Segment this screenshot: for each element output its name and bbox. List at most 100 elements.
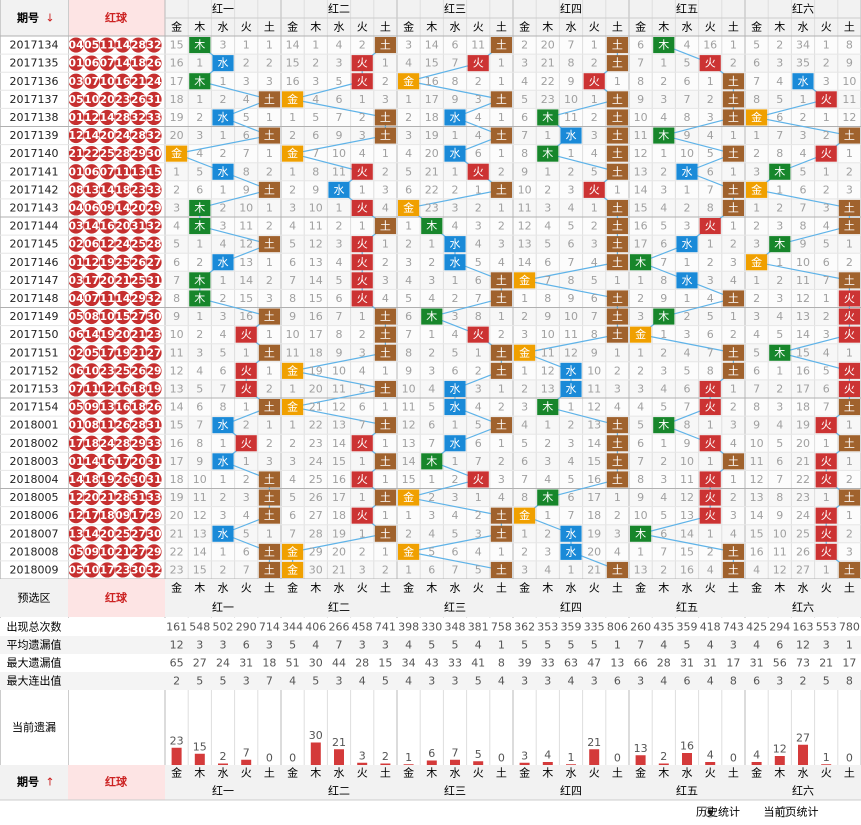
miss-count: 2 — [266, 220, 273, 233]
miss-count: 3 — [753, 238, 760, 251]
ball-number: 33 — [146, 491, 161, 504]
ball-number: 20 — [100, 274, 116, 287]
ball-number: 04 — [68, 292, 84, 305]
miss-count: 12 — [239, 238, 253, 251]
element-label: 金 — [171, 766, 182, 780]
trend-line — [292, 388, 386, 408]
hit-element: 木 — [194, 75, 205, 88]
element-label: 土 — [844, 21, 855, 34]
red-ball — [84, 200, 100, 216]
hit-element: 水 — [566, 364, 577, 377]
red-ball — [99, 200, 115, 216]
miss-count: 7 — [312, 147, 319, 160]
miss-count: 2 — [521, 545, 528, 558]
balls-header-bg — [68, 579, 165, 617]
stats-value: 3 — [336, 675, 343, 688]
miss-count: 16 — [332, 473, 346, 486]
hit-element: 火 — [705, 220, 716, 233]
current-label: 当前遗漏 — [12, 720, 56, 734]
element-label: 木 — [310, 767, 321, 780]
miss-count: 11 — [471, 39, 485, 52]
miss-count: 9 — [846, 57, 853, 70]
red-ball — [99, 272, 115, 288]
stats-row-bg — [0, 636, 861, 654]
miss-count: 1 — [823, 437, 830, 450]
miss-count: 1 — [382, 509, 389, 522]
hit-cell — [560, 525, 582, 542]
miss-count: 13 — [309, 256, 323, 269]
hit-cell — [699, 507, 721, 524]
miss-count: 3 — [753, 310, 760, 323]
miss-count: 1 — [730, 310, 737, 323]
miss-count: 2 — [707, 256, 714, 269]
hit-element: 木 — [426, 455, 437, 468]
hit-cell — [490, 37, 512, 54]
element-label: 土 — [612, 582, 623, 595]
stats-value: 2 — [800, 675, 807, 688]
red-ball — [115, 508, 131, 524]
red-ball — [115, 55, 131, 71]
ball-number: 14 — [115, 39, 131, 52]
ball-number: 26 — [131, 256, 147, 269]
stats-label: 最大遗漏值 — [7, 656, 62, 670]
red-ball — [68, 272, 84, 288]
red-ball — [68, 55, 84, 71]
hit-cell — [374, 417, 396, 434]
miss-count: 2 — [823, 129, 830, 142]
red-ball — [146, 218, 162, 234]
hit-cell — [212, 525, 234, 542]
hit-cell — [490, 91, 512, 108]
element-label: 土 — [728, 582, 739, 595]
hit-cell — [537, 109, 559, 126]
element-label: 土 — [380, 582, 391, 595]
miss-count: 2 — [544, 183, 551, 196]
miss-count: 7 — [800, 201, 807, 214]
miss-count: 1 — [266, 111, 273, 124]
hit-cell — [444, 145, 466, 162]
miss-count: 3 — [660, 183, 667, 196]
ball-number: 05 — [68, 545, 83, 558]
miss-count: 7 — [336, 310, 343, 323]
miss-count: 2 — [846, 165, 853, 178]
hit-element: 土 — [496, 129, 507, 142]
miss-count: 7 — [428, 437, 435, 450]
radio-label[interactable]: 历史统计 — [696, 806, 740, 819]
hit-element: 土 — [612, 220, 623, 233]
miss-count: 3 — [753, 165, 760, 178]
hit-cell — [374, 109, 396, 126]
red-ball — [68, 453, 84, 469]
miss-count: 5 — [684, 57, 691, 70]
hit-cell — [374, 489, 396, 506]
miss-count: 2 — [359, 545, 366, 558]
miss-count: 10 — [680, 455, 694, 468]
radio[interactable] — [777, 806, 789, 818]
miss-count: 3 — [660, 473, 667, 486]
hit-element: 火 — [844, 364, 855, 377]
miss-count: 20 — [587, 545, 601, 558]
issue: 2017139 — [10, 129, 59, 142]
hit-cell — [838, 362, 860, 379]
current-bar — [774, 756, 785, 765]
hit-element: 土 — [264, 491, 275, 504]
red-ball — [68, 200, 84, 216]
miss-count: 1 — [498, 310, 505, 323]
ball-number: 09 — [84, 545, 99, 558]
miss-count: 5 — [475, 563, 482, 576]
miss-count: 11 — [587, 382, 601, 395]
hit-cell — [606, 236, 628, 253]
red-ball — [115, 254, 131, 270]
miss-count: 5 — [568, 220, 575, 233]
miss-count: 4 — [498, 491, 505, 504]
miss-count: 5 — [312, 111, 319, 124]
hit-element: 火 — [357, 437, 368, 450]
miss-count: 12 — [193, 509, 207, 522]
ball-number: 31 — [131, 491, 146, 504]
radio-label[interactable]: 当前页统计 — [764, 805, 819, 819]
red-ball — [115, 399, 131, 415]
hit-element: 火 — [821, 527, 832, 540]
ball-number: 27 — [146, 256, 161, 269]
stats-value: 3 — [823, 639, 830, 652]
ball-number: 14 — [100, 111, 116, 124]
red-ball — [115, 308, 131, 325]
trend-line — [292, 134, 386, 155]
